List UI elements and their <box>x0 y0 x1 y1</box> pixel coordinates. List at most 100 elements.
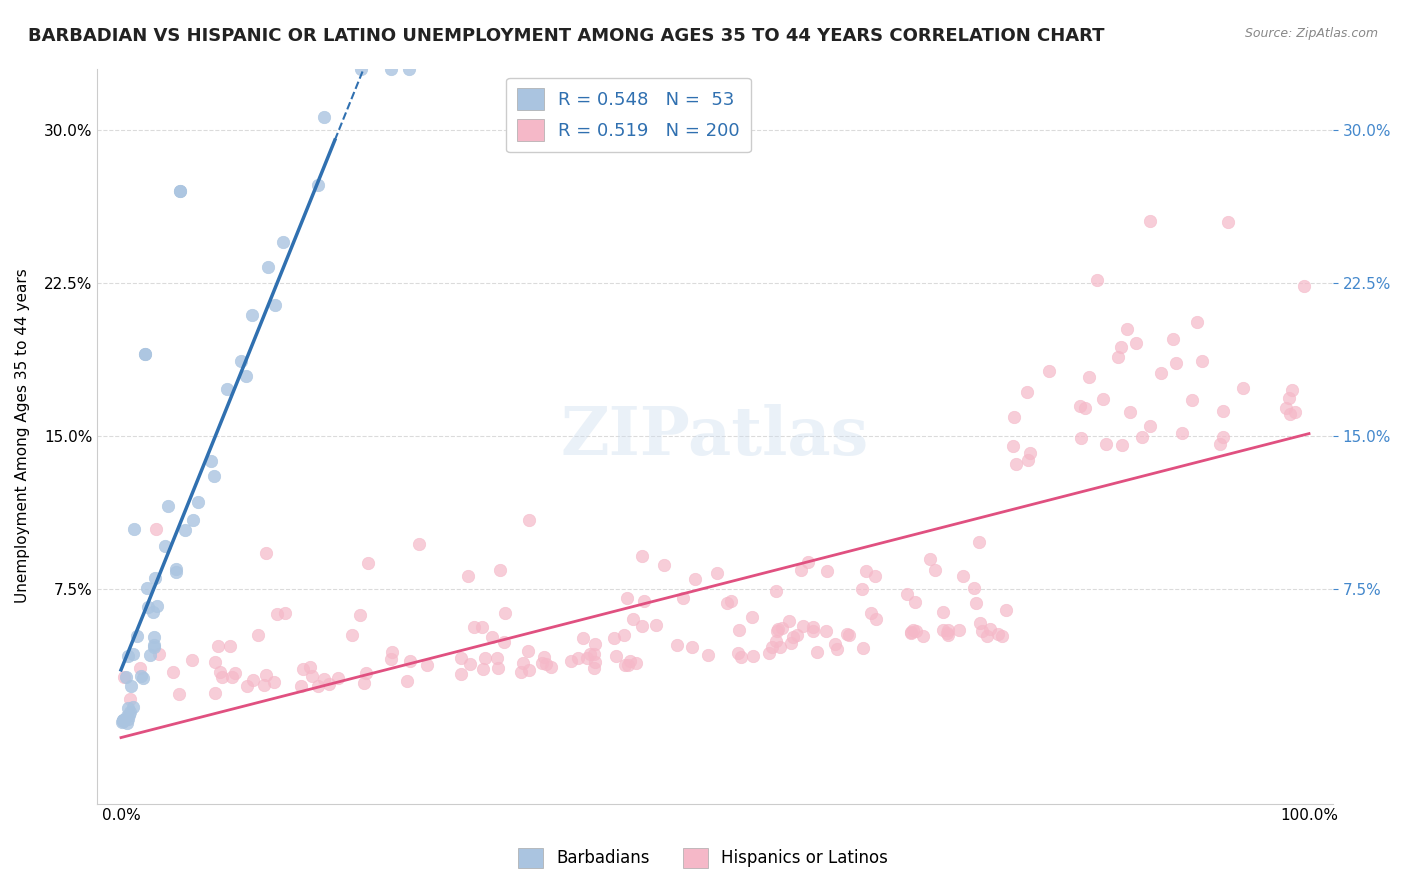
Point <box>266 607 288 622</box>
Point <box>1015 385 1038 400</box>
Point <box>855 564 877 578</box>
Point <box>1091 392 1114 406</box>
Point <box>665 638 688 652</box>
Point <box>970 624 993 639</box>
Point <box>215 383 238 397</box>
Point <box>180 652 202 666</box>
Point <box>481 630 503 644</box>
Point <box>263 675 285 690</box>
Point <box>681 640 703 655</box>
Point <box>187 495 209 509</box>
Point <box>1275 401 1298 416</box>
Point <box>963 581 986 595</box>
Point <box>153 539 176 553</box>
Point <box>1107 350 1129 364</box>
Point <box>129 669 152 683</box>
Point <box>117 701 139 715</box>
Point <box>314 110 336 124</box>
Point <box>696 648 718 662</box>
Point <box>1139 418 1161 433</box>
Point <box>326 671 349 685</box>
Point <box>236 680 259 694</box>
Point <box>806 645 828 659</box>
Point <box>224 666 246 681</box>
Point <box>298 659 321 673</box>
Point <box>1069 400 1091 414</box>
Point <box>761 640 783 655</box>
Point <box>398 62 420 76</box>
Point <box>613 628 636 642</box>
Point <box>896 587 918 601</box>
Point <box>143 639 166 653</box>
Point <box>730 649 752 664</box>
Point <box>204 686 226 700</box>
Legend: R = 0.548   N =  53, R = 0.519   N = 200: R = 0.548 N = 53, R = 0.519 N = 200 <box>506 78 751 153</box>
Point <box>782 630 804 644</box>
Point <box>560 654 582 668</box>
Point <box>631 549 654 563</box>
Point <box>987 627 1010 641</box>
Point <box>247 627 270 641</box>
Point <box>786 628 808 642</box>
Point <box>142 630 165 644</box>
Point <box>969 616 991 631</box>
Point <box>835 626 858 640</box>
Point <box>486 651 509 665</box>
Point <box>901 623 924 637</box>
Point <box>1161 332 1184 346</box>
Point <box>616 591 638 606</box>
Point <box>221 670 243 684</box>
Point <box>492 635 515 649</box>
Point <box>486 661 509 675</box>
Point <box>1125 336 1147 351</box>
Point <box>1191 354 1213 368</box>
Point <box>572 631 595 645</box>
Point <box>1119 405 1142 419</box>
Point <box>488 563 510 577</box>
Point <box>111 714 134 728</box>
Point <box>301 669 323 683</box>
Point <box>148 647 170 661</box>
Point <box>117 712 139 726</box>
Point <box>253 678 276 692</box>
Point <box>792 618 814 632</box>
Point <box>204 655 226 669</box>
Point <box>920 551 942 566</box>
Point <box>494 606 516 620</box>
Point <box>517 663 540 677</box>
Text: ZIPatlas: ZIPatlas <box>561 403 869 468</box>
Point <box>162 665 184 679</box>
Point <box>1278 407 1301 421</box>
Point <box>1218 214 1240 228</box>
Point <box>1171 426 1194 441</box>
Point <box>416 658 439 673</box>
Point <box>575 651 598 665</box>
Point <box>683 572 706 586</box>
Point <box>145 522 167 536</box>
Point <box>727 647 749 661</box>
Point <box>1078 370 1101 384</box>
Point <box>257 260 280 274</box>
Point <box>118 707 141 722</box>
Point <box>1038 364 1060 378</box>
Point <box>399 654 422 668</box>
Point <box>859 606 882 620</box>
Point <box>165 562 187 576</box>
Point <box>307 679 329 693</box>
Point <box>314 672 336 686</box>
Point <box>1139 214 1161 228</box>
Point <box>381 645 404 659</box>
Point <box>1130 430 1153 444</box>
Point <box>605 648 627 663</box>
Point <box>208 665 231 679</box>
Point <box>181 513 204 527</box>
Point <box>396 673 419 688</box>
Point <box>307 178 329 193</box>
Point <box>583 647 606 661</box>
Point <box>633 594 655 608</box>
Point <box>645 618 668 632</box>
Point <box>1005 458 1028 472</box>
Point <box>851 582 873 596</box>
Point <box>619 654 641 668</box>
Point <box>534 657 557 671</box>
